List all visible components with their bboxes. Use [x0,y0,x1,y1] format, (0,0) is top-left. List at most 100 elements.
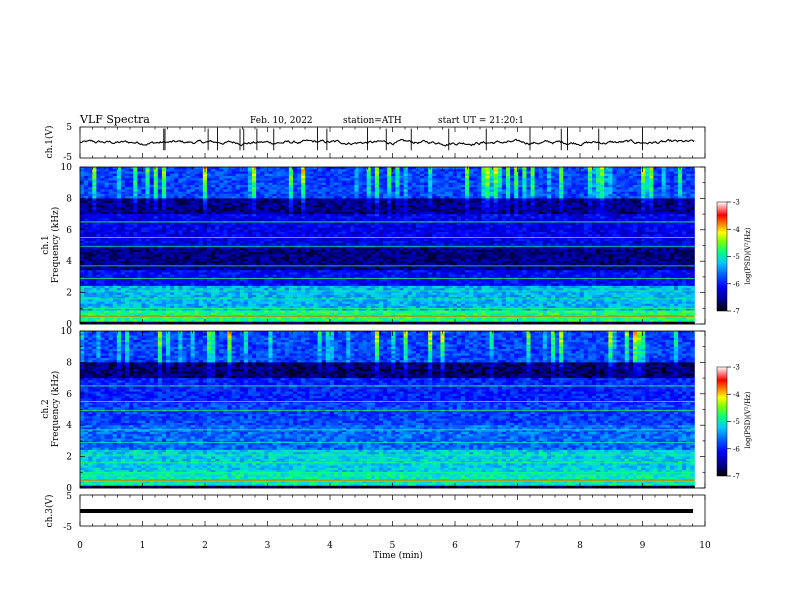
spectrogram-cell [100,175,105,179]
spectrogram-cell [632,189,638,193]
spectrogram-cell [227,189,232,193]
spectrogram-cell [526,200,531,204]
spectrogram-cell [276,175,282,179]
spectrogram-cell [186,191,191,195]
spectrogram-cell [604,171,609,175]
spectrogram-cell [80,193,85,197]
spectrogram-cell [575,180,581,184]
spectrogram-cell [252,216,257,219]
spectrogram-cell [129,175,134,179]
spectrogram-cell [333,182,339,186]
spectrogram-cell [194,167,200,170]
spectrogram-cell [288,182,294,186]
spectrogram-cell [211,189,216,193]
spectrogram-cell [510,209,515,213]
spectrogram-cell [653,175,658,179]
ch1-ytick-top: 5 [66,123,72,133]
spectrogram-cell [440,182,445,186]
spectrogram-cell [149,189,155,193]
spectrogram-cell [686,182,691,186]
spectrogram-cell [530,193,536,197]
spectrogram-cell [399,184,404,188]
spectrogram-cell [292,200,298,204]
spectrogram-cell [419,171,425,175]
spectrogram-cell [137,187,142,190]
spectrogram-cell [465,187,470,190]
spectrogram-cell [465,232,470,235]
spectrogram-cell [686,187,691,190]
spectrogram-cell [669,171,675,175]
spectrogram-cell [157,169,163,172]
spectrogram-cell [202,173,208,177]
spectrogram-cell [219,225,224,228]
spectrogram-cell [616,189,622,193]
spectrogram-cell [276,182,282,186]
spectrogram-cell [538,180,544,184]
spectrogram-cell [362,175,368,179]
spectrogram-cell [272,167,277,170]
spectrogram-cell [653,225,658,228]
spectrogram-cell [415,187,421,190]
spectrogram-cell [587,191,593,195]
spectrogram-cell [129,173,134,177]
spectrogram-cell [227,209,232,213]
spectrogram-cell [657,191,663,195]
spectrogram-cell [112,193,118,197]
spectrogram-cell [653,216,658,219]
spectrogram-cell [456,200,462,204]
spectrogram-cell [362,209,368,213]
spectrogram-cell [284,169,290,172]
spectrogram-cell [665,173,671,177]
spectrogram-cell [379,182,384,186]
spectrogram-cell [444,232,450,235]
spectrogram-cell [653,200,658,204]
spectrogram-cell [125,184,130,188]
spectrogram-cell [686,193,691,197]
spectrogram-cell [338,225,343,228]
spectrogram-cell [194,180,200,184]
spectrogram-cell [546,193,552,197]
spectrogram-cell [669,178,675,181]
spectrogram-cell [186,167,191,170]
spectrogram-cell [424,171,429,175]
spectrogram-cell [305,225,310,228]
spectrogram-cell [186,216,191,219]
spectrogram-cell [604,232,609,235]
spectrogram-cell [92,173,97,177]
spectrogram-cell [571,175,576,179]
spectrogram-cell [391,169,396,172]
spectrogram-cell [428,189,433,193]
spectrogram-cell [231,175,237,179]
spectrogram-cell [305,191,310,195]
spectrogram-cell [673,193,679,197]
spectrogram-cell [436,191,441,195]
spectrogram-cell [215,225,220,228]
spectrogram-cell [415,169,421,172]
spectrogram-cell [604,175,609,179]
spectrogram-cell [153,184,159,188]
spectrogram-cell [211,209,216,213]
spectrogram-cell [428,169,433,172]
spectrogram-cell [456,171,462,175]
spectrogram-cell [333,175,339,179]
spectrogram-cell [133,175,138,179]
spectrogram-cell [489,178,495,181]
spectrogram-cell [505,167,511,170]
spectrogram-cell [686,209,691,213]
spectrogram-cell [448,184,454,188]
spectrogram-cell [665,180,671,184]
spectrogram-cell [411,182,417,186]
spectrogram-cell [129,191,134,195]
spectrogram-cell [546,187,552,190]
spectrogram-cell [444,169,450,172]
spectrogram-cell [100,191,105,195]
spectrogram-cell [489,169,495,172]
spectrogram-cell [555,225,560,228]
spectrogram-cell [440,191,445,195]
spectrogram-cell [628,187,634,190]
spectrogram-cell [677,209,683,213]
spectrogram-cell [133,225,138,228]
spectrogram-cell [239,187,245,190]
spectrogram-cell [264,196,269,199]
spectrogram-cell [280,196,286,199]
